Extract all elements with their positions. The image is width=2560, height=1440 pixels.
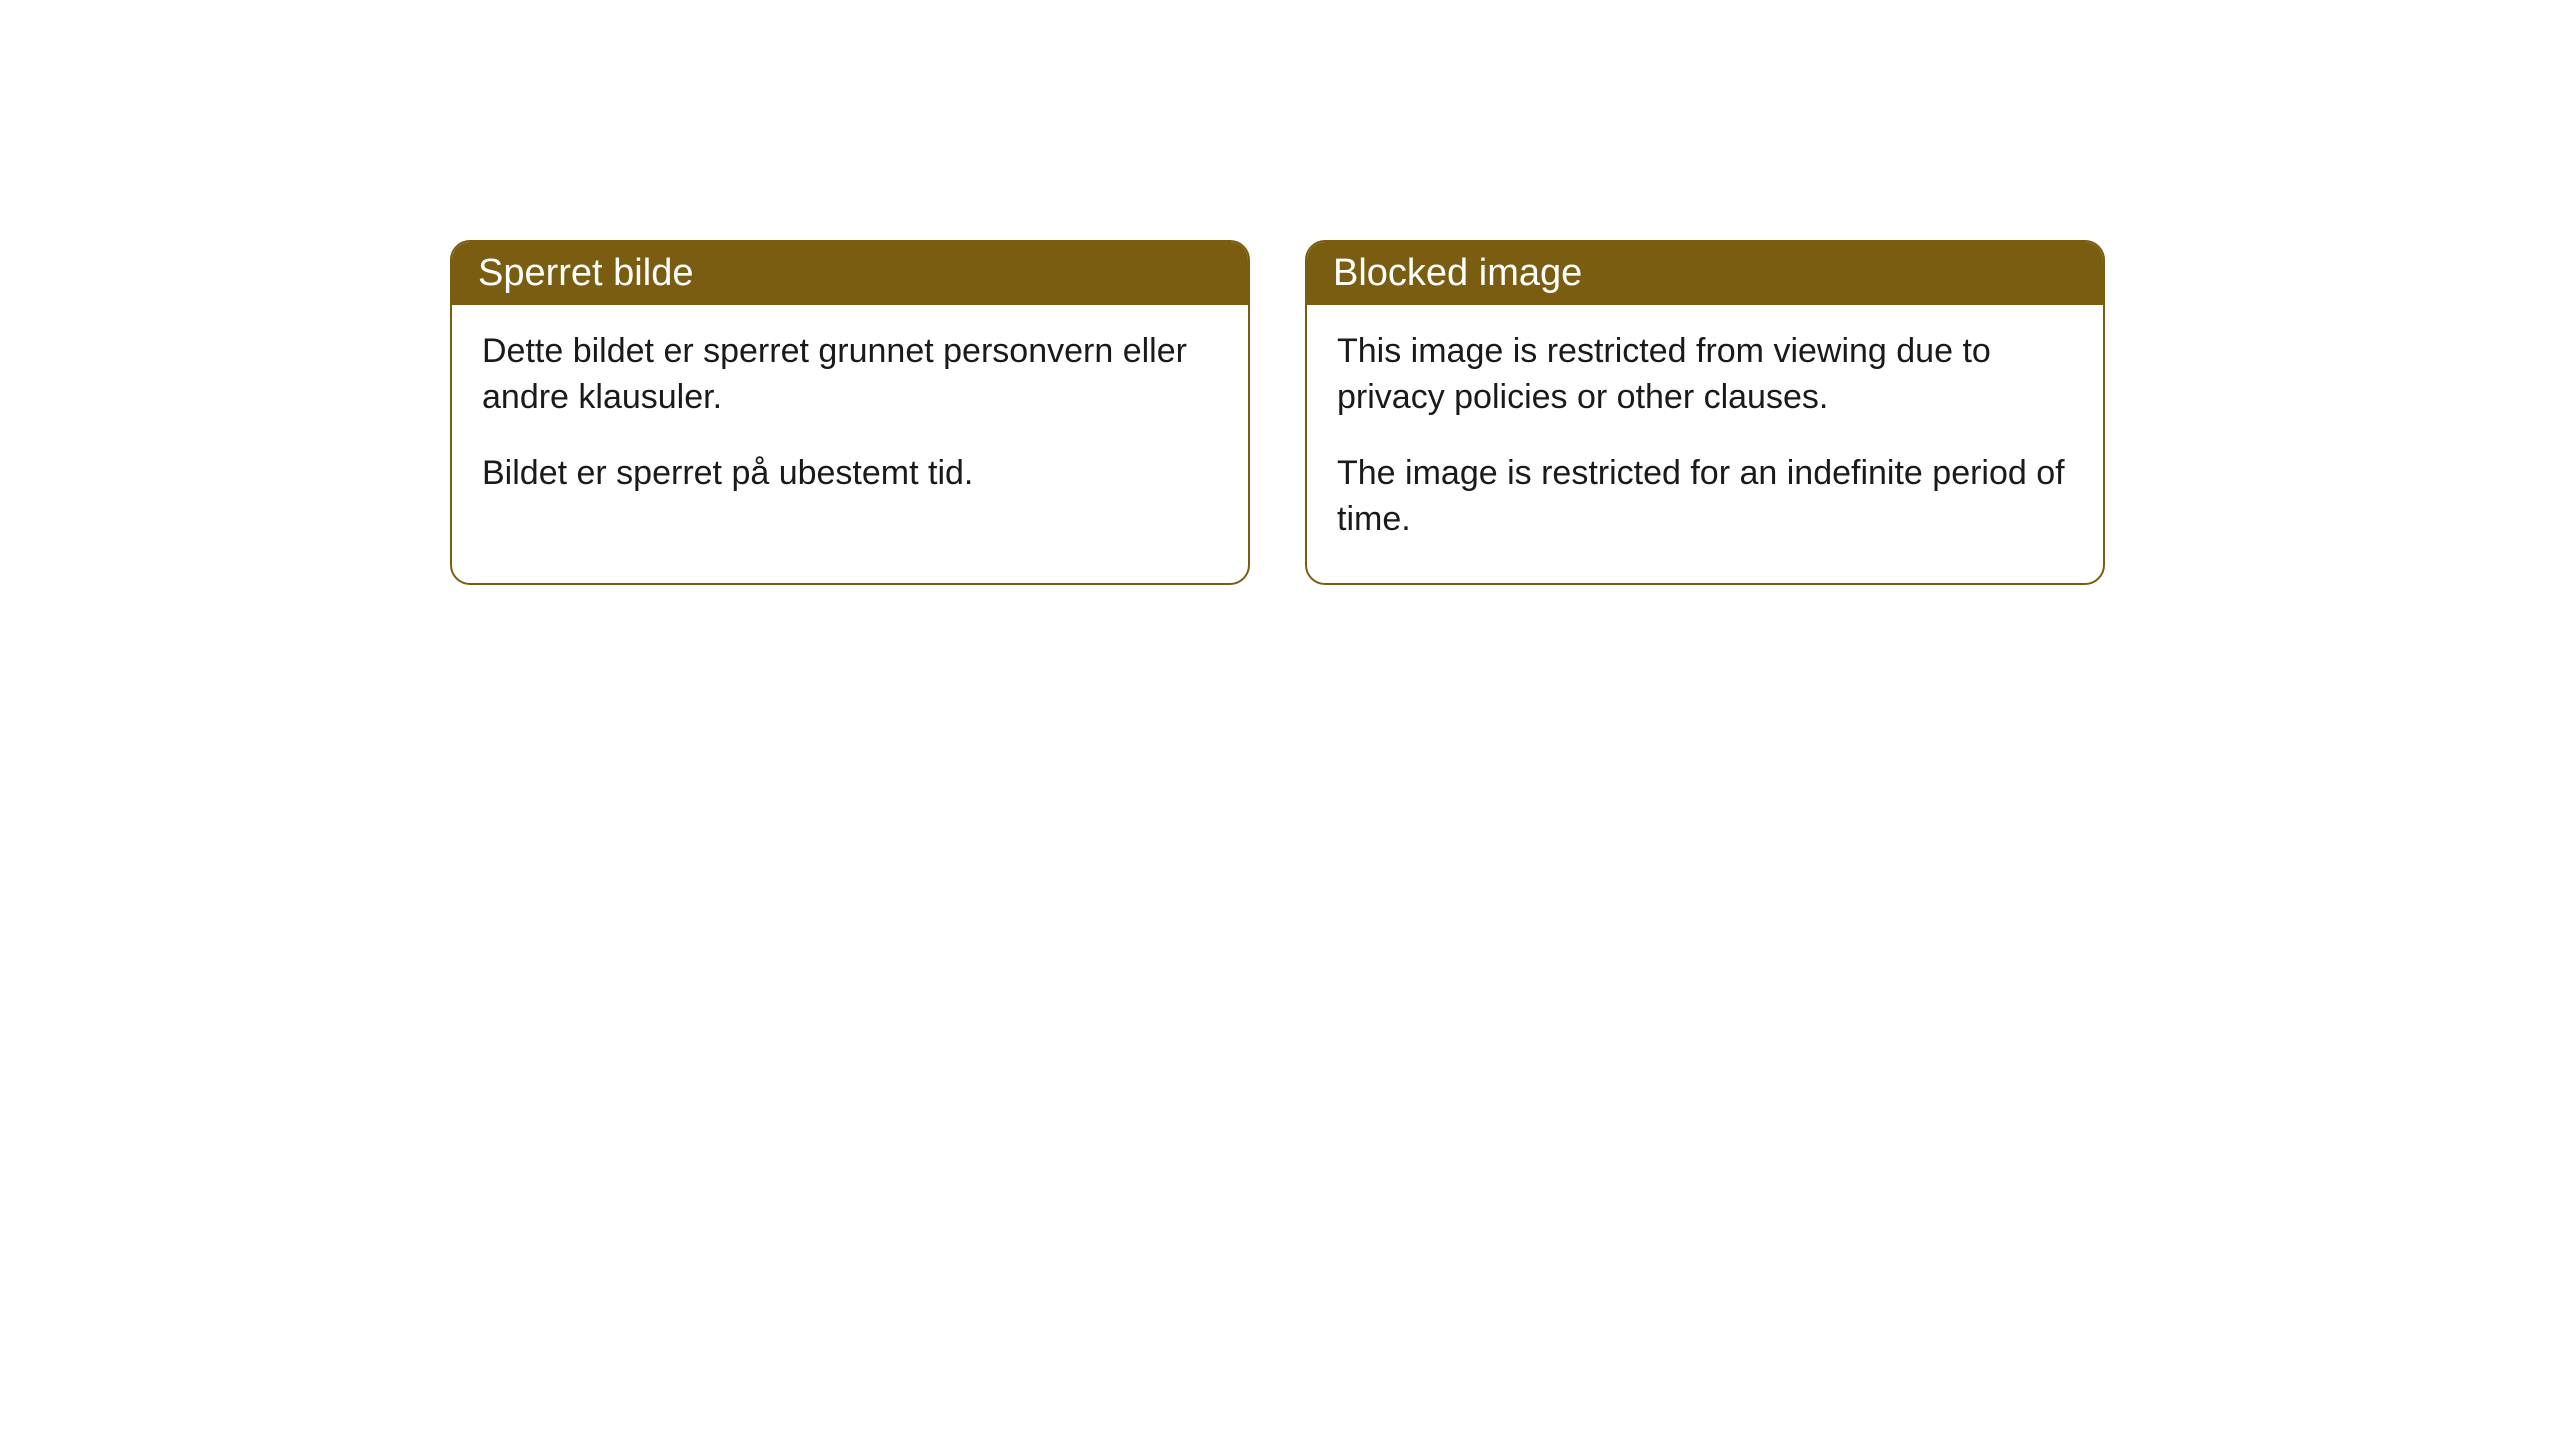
card-body: Dette bildet er sperret grunnet personve… [452, 305, 1248, 537]
card-body: This image is restricted from viewing du… [1307, 305, 2103, 583]
card-header: Blocked image [1307, 242, 2103, 305]
card-paragraph: Bildet er sperret på ubestemt tid. [482, 451, 1218, 497]
notice-card-norwegian: Sperret bilde Dette bildet er sperret gr… [450, 240, 1250, 585]
card-paragraph: The image is restricted for an indefinit… [1337, 451, 2073, 543]
card-paragraph: Dette bildet er sperret grunnet personve… [482, 329, 1218, 421]
card-paragraph: This image is restricted from viewing du… [1337, 329, 2073, 421]
notice-card-english: Blocked image This image is restricted f… [1305, 240, 2105, 585]
card-title: Blocked image [1333, 252, 1582, 294]
card-title: Sperret bilde [478, 252, 693, 294]
notice-cards-container: Sperret bilde Dette bildet er sperret gr… [450, 240, 2105, 585]
card-header: Sperret bilde [452, 242, 1248, 305]
